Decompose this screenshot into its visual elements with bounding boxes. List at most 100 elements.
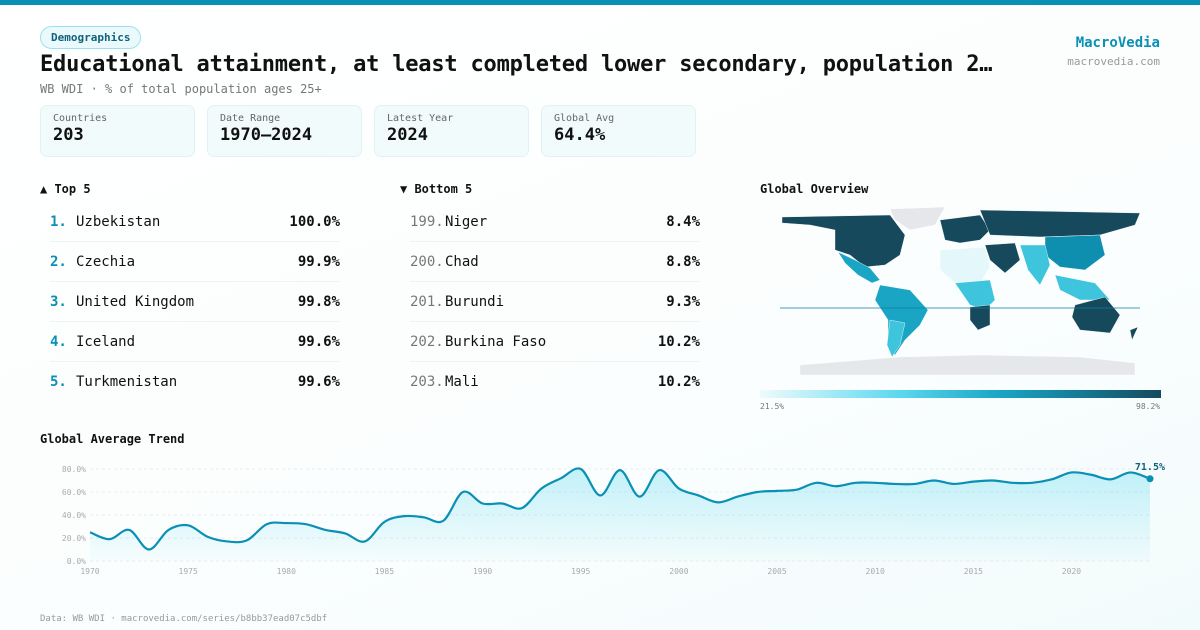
country-value: 8.4% (666, 213, 700, 230)
country-value: 99.6% (297, 333, 340, 350)
rank-label: 200. (410, 253, 444, 270)
stat-countries: Countries 203 (40, 105, 195, 157)
country-value: 10.2% (657, 374, 700, 390)
stat-value: 203 (53, 125, 84, 145)
stat-label: Countries (53, 113, 108, 124)
page-subtitle: WB WDI · % of total population ages 25+ (40, 82, 322, 96)
y-tick-label: 60.0% (62, 488, 86, 497)
bottom5-heading: ▼ Bottom 5 (400, 182, 473, 196)
stat-date-range: Date Range 1970–2024 (207, 105, 362, 157)
top5-list: 1. Uzbekistan 100.0% 2. Czechia 99.9% 3. United… (50, 202, 340, 402)
rank-label: 199. (410, 213, 444, 230)
list-item[interactable]: 202. Burkina Faso 10.2% (410, 322, 700, 362)
x-tick-label: 1995 (571, 567, 590, 576)
x-tick-label: 2020 (1062, 567, 1081, 576)
country-name: Chad (445, 253, 479, 270)
stat-label: Global Avg (554, 113, 615, 124)
top-accent-bar (0, 0, 1200, 5)
list-item[interactable]: 199. Niger 8.4% (410, 202, 700, 242)
rank-label: 4. (50, 333, 67, 350)
page-title: Educational attainment, at least complet… (40, 52, 993, 77)
region-north-america (781, 214, 906, 268)
x-tick-label: 1985 (375, 567, 394, 576)
country-name: United Kingdom (76, 293, 195, 310)
stat-latest-year: Latest Year 2024 (374, 105, 529, 157)
stat-label: Latest Year (387, 113, 454, 124)
brand-url[interactable]: macrovedia.com (1067, 55, 1160, 68)
x-tick-label: 2015 (964, 567, 983, 576)
trend-heading: Global Average Trend (40, 432, 185, 446)
rank-label: 5. (50, 374, 67, 390)
region-greenland (889, 206, 946, 231)
trend-chart: 0.0% 20.0% 40.0% 60.0% 80.0% 1970 1975 1980 1985… (62, 462, 1165, 576)
x-tick-label: 2010 (866, 567, 885, 576)
legend-min: 21.5% (760, 402, 785, 411)
region-mexico-central (837, 251, 881, 284)
last-point-marker (1146, 475, 1154, 483)
legend-max: 98.2% (1136, 402, 1161, 411)
country-name: Iceland (76, 333, 136, 350)
rank-label: 3. (50, 293, 67, 310)
x-tick-label: 1980 (277, 567, 296, 576)
region-southern-africa (969, 304, 991, 331)
stat-global-avg: Global Avg 64.4% (541, 105, 696, 157)
last-value-label: 71.5% (1135, 462, 1165, 473)
region-new-zealand (1129, 326, 1139, 341)
list-item[interactable]: 4. Iceland 99.6% (50, 322, 340, 362)
country-name: Czechia (76, 253, 136, 270)
y-tick-label: 80.0% (62, 465, 86, 474)
rank-label: 202. (410, 333, 444, 350)
country-name: Burkina Faso (445, 333, 547, 350)
country-name: Turkmenistan (76, 374, 178, 390)
region-russia-asia-north (979, 209, 1141, 238)
trend-area (90, 468, 1150, 561)
country-value: 99.8% (297, 293, 340, 310)
list-item[interactable]: 2. Czechia 99.9% (50, 242, 340, 282)
bottom5-list: 199. Niger 8.4% 200. Chad 8.8% 201. Burundi 9.3%… (410, 202, 700, 402)
country-name: Uzbekistan (76, 213, 161, 230)
country-value: 10.2% (657, 333, 700, 350)
region-southeast-asia (1054, 274, 1111, 301)
region-china-east-asia (1044, 234, 1106, 271)
x-tick-label: 1975 (179, 567, 198, 576)
list-item[interactable]: 201. Burundi 9.3% (410, 282, 700, 322)
list-item[interactable]: 5. Turkmenistan 99.6% (50, 362, 340, 402)
rank-label: 201. (410, 293, 444, 310)
region-europe (939, 214, 991, 244)
country-name: Burundi (445, 293, 505, 310)
country-name: Niger (445, 213, 488, 230)
top5-heading: ▲ Top 5 (40, 182, 91, 196)
country-value: 9.3% (666, 293, 700, 310)
country-value: 100.0% (289, 213, 340, 230)
region-australia (1071, 296, 1121, 334)
footer-source: Data: WB WDI · macrovedia.com/series/b8b… (40, 614, 328, 624)
region-southern-cone (886, 319, 906, 358)
map-color-legend (760, 390, 1161, 398)
region-south-asia (1019, 244, 1051, 286)
list-item[interactable]: 3. United Kingdom 99.8% (50, 282, 340, 322)
country-value: 99.9% (297, 253, 340, 270)
rank-label: 2. (50, 253, 67, 270)
region-north-africa (939, 246, 991, 284)
category-badge[interactable]: Demographics (40, 26, 142, 49)
brand-logo[interactable]: MacroVedia (1075, 35, 1160, 51)
y-tick-label: 20.0% (62, 534, 86, 543)
list-item[interactable]: 203. Mali 10.2% (410, 362, 700, 402)
stat-value: 64.4% (554, 125, 606, 145)
map-heading: Global Overview (760, 182, 869, 196)
country-value: 99.6% (297, 374, 340, 390)
stat-label: Date Range (220, 113, 281, 124)
x-tick-label: 2000 (669, 567, 688, 576)
region-antarctica (799, 354, 1136, 376)
list-item[interactable]: 200. Chad 8.8% (410, 242, 700, 282)
region-middle-east (984, 242, 1021, 274)
region-south-america (874, 284, 929, 356)
stat-value: 1970–2024 (220, 125, 313, 145)
stat-value: 2024 (387, 125, 428, 145)
y-tick-label: 40.0% (62, 511, 86, 520)
rank-label: 1. (50, 213, 67, 230)
world-choropleth-map[interactable] (780, 205, 1142, 380)
rank-label: 203. (410, 374, 444, 390)
list-item[interactable]: 1. Uzbekistan 100.0% (50, 202, 340, 242)
country-name: Mali (445, 374, 479, 390)
